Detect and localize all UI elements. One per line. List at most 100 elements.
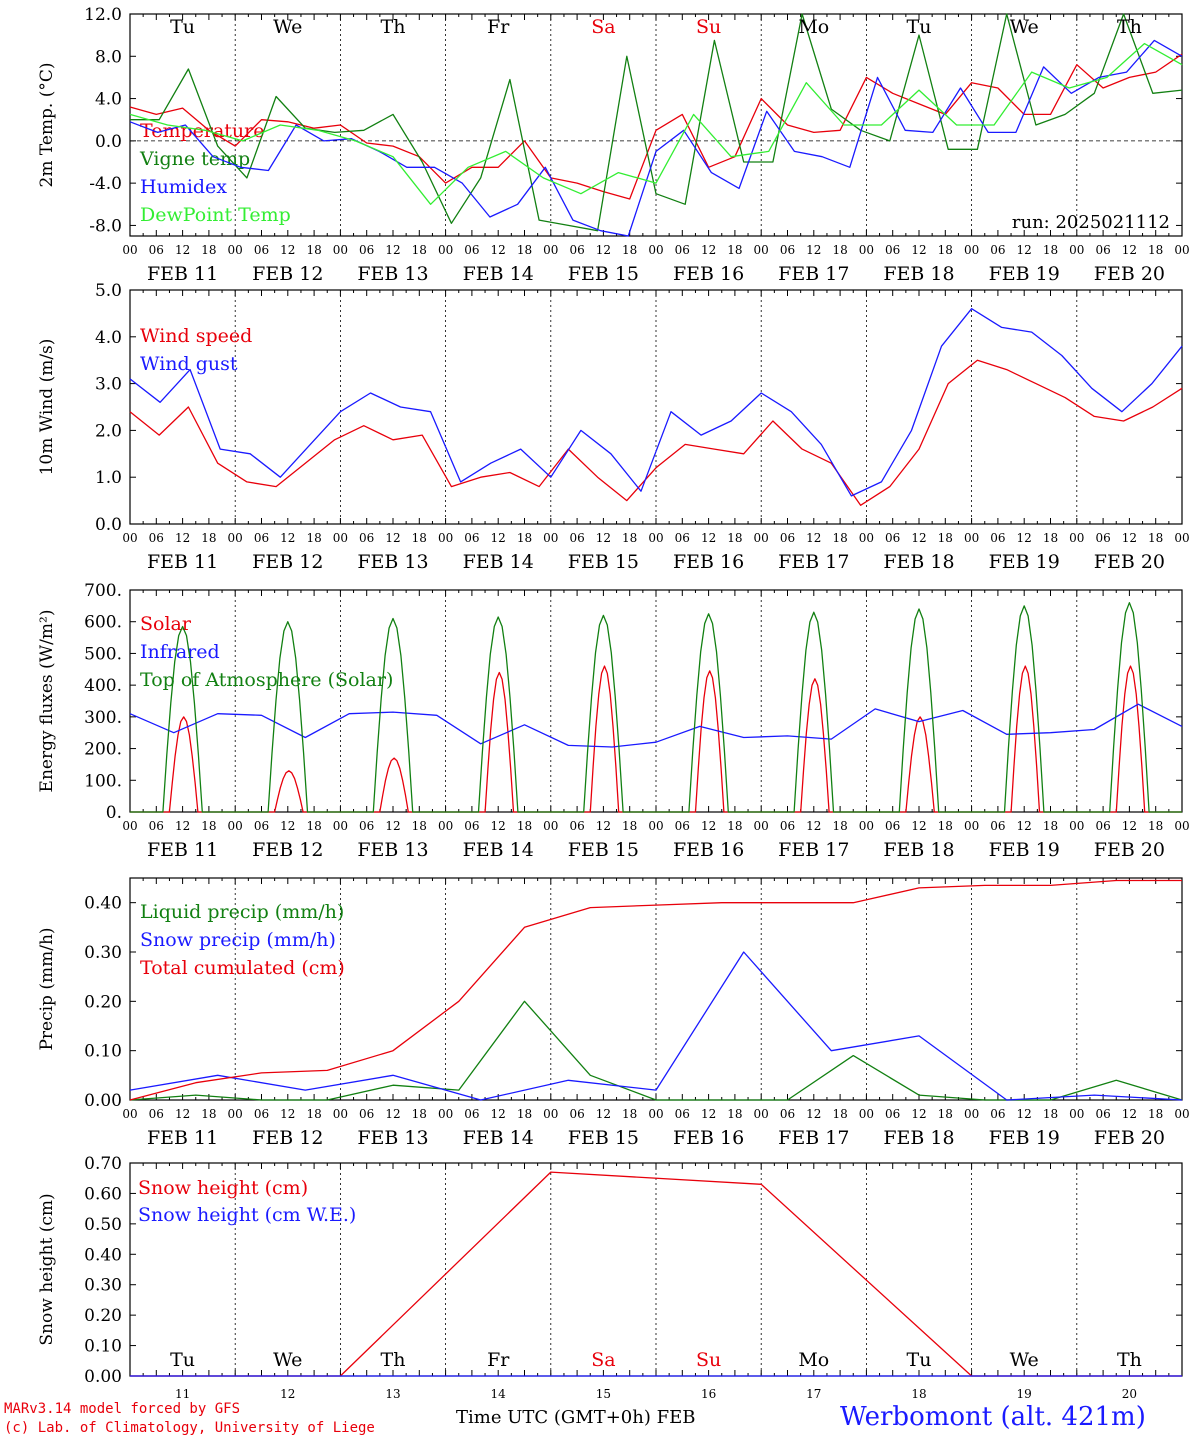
hour-label: 00 (333, 1107, 348, 1121)
hour-label: 06 (675, 531, 690, 545)
weekday-label: Fr (487, 16, 510, 38)
series-total-cumulated-cm (129, 879, 1182, 1101)
day-number: 19 (1017, 1387, 1032, 1401)
date-label: FEB 16 (673, 839, 744, 861)
hour-label: 06 (359, 243, 374, 257)
hour-label: 00 (859, 243, 874, 257)
hour-label: 18 (517, 243, 532, 257)
hour-label: 00 (1069, 819, 1084, 833)
hour-label: 06 (254, 243, 269, 257)
hour-label: 06 (149, 1107, 164, 1121)
hour-label: 12 (175, 531, 190, 545)
hour-label: 00 (1069, 531, 1084, 545)
weekday-label: Su (696, 1349, 721, 1371)
y-tick-label: 0.20 (84, 1306, 122, 1326)
hour-label: 12 (1017, 819, 1032, 833)
date-label: FEB 14 (463, 839, 534, 861)
hour-label: 06 (885, 1107, 900, 1121)
hour-label: 18 (517, 819, 532, 833)
hour-label: 06 (675, 243, 690, 257)
hour-label: 18 (306, 819, 321, 833)
series-infrared (129, 703, 1183, 748)
date-label: FEB 11 (147, 1127, 218, 1149)
weekday-label: Th (1117, 1349, 1142, 1371)
date-label: FEB 20 (1094, 263, 1165, 285)
hour-label: 18 (832, 243, 847, 257)
hour-label: 00 (964, 1107, 979, 1121)
date-label: FEB 18 (883, 263, 954, 285)
hour-label: 18 (306, 531, 321, 545)
hour-label: 00 (228, 819, 243, 833)
day-number: 18 (911, 1387, 926, 1401)
legend-entry: Infrared (140, 641, 220, 663)
date-label: FEB 12 (252, 839, 323, 861)
hour-label: 12 (175, 1107, 190, 1121)
hour-label: 12 (280, 243, 295, 257)
y-tick-label: 600. (84, 613, 122, 633)
hour-label: 06 (254, 1107, 269, 1121)
date-label: FEB 19 (989, 551, 1060, 573)
y-tick-label: 4.0 (95, 90, 122, 110)
hour-label: 06 (675, 819, 690, 833)
hour-label: 12 (491, 819, 506, 833)
hour-label: 18 (727, 243, 742, 257)
hour-label: 18 (1148, 531, 1163, 545)
y-tick-label: 0.00 (84, 1367, 122, 1387)
hour-label: 18 (517, 1107, 532, 1121)
hour-label: 06 (359, 531, 374, 545)
hour-label: 06 (780, 819, 795, 833)
weekday-label: Sa (591, 16, 615, 38)
hour-label: 18 (938, 243, 953, 257)
hour-label: 00 (648, 819, 663, 833)
legend-entry: Vigne temp (139, 148, 250, 170)
hour-label: 00 (543, 1107, 558, 1121)
hour-label: 06 (1095, 531, 1110, 545)
hour-label: 00 (859, 531, 874, 545)
weekday-label: Su (696, 16, 721, 38)
hour-label: 18 (1043, 531, 1058, 545)
hour-label: 18 (412, 819, 427, 833)
hour-label: 06 (885, 243, 900, 257)
y-tick-label: 12.0 (84, 5, 122, 25)
station-name: Werbomont (alt. 421m) (840, 1402, 1146, 1432)
y-tick-label: 0.40 (84, 1245, 122, 1265)
hour-label: 18 (622, 819, 637, 833)
hour-label: 06 (780, 531, 795, 545)
hour-label: 12 (701, 1107, 716, 1121)
hour-label: 12 (385, 1107, 400, 1121)
hour-label: 00 (438, 1107, 453, 1121)
hour-label: 06 (149, 819, 164, 833)
hour-label: 06 (464, 243, 479, 257)
hour-label: 18 (1043, 243, 1058, 257)
hour-label: 12 (280, 531, 295, 545)
hour-label: 18 (412, 243, 427, 257)
panel-5: 0.00 0.10 0.20 0.30 0.40 0.50 0.60 0.70 Snow hei… (37, 1154, 1183, 1387)
hour-label: 18 (727, 819, 742, 833)
weekday-label: Tu (907, 16, 932, 38)
hour-label: 00 (438, 243, 453, 257)
hour-label: 00 (648, 243, 663, 257)
hour-label: 06 (359, 1107, 374, 1121)
legend-entry: Snow height (cm W.E.) (138, 1204, 356, 1226)
weekday-label: We (1010, 16, 1039, 38)
hour-label: 18 (201, 243, 216, 257)
hour-label: 18 (622, 243, 637, 257)
hour-label: 12 (1017, 243, 1032, 257)
date-label: FEB 12 (252, 1127, 323, 1149)
hour-label: 18 (727, 531, 742, 545)
hour-label: 06 (780, 1107, 795, 1121)
series-dewpoint-temp (129, 42, 1183, 205)
hour-label: 00 (964, 819, 979, 833)
hour-label: 00 (964, 531, 979, 545)
hour-label: 18 (938, 819, 953, 833)
y-tick-label: 0.30 (84, 1276, 122, 1296)
hour-label: 12 (596, 1107, 611, 1121)
legend-entry: Snow precip (mm/h) (140, 929, 336, 951)
hour-label: 12 (280, 1107, 295, 1121)
date-label: FEB 19 (989, 263, 1060, 285)
hour-label: 06 (464, 1107, 479, 1121)
hour-label: 12 (701, 531, 716, 545)
hour-label: 00 (543, 243, 558, 257)
weekday-label: Mo (798, 16, 829, 38)
hour-label: 18 (1043, 1107, 1058, 1121)
